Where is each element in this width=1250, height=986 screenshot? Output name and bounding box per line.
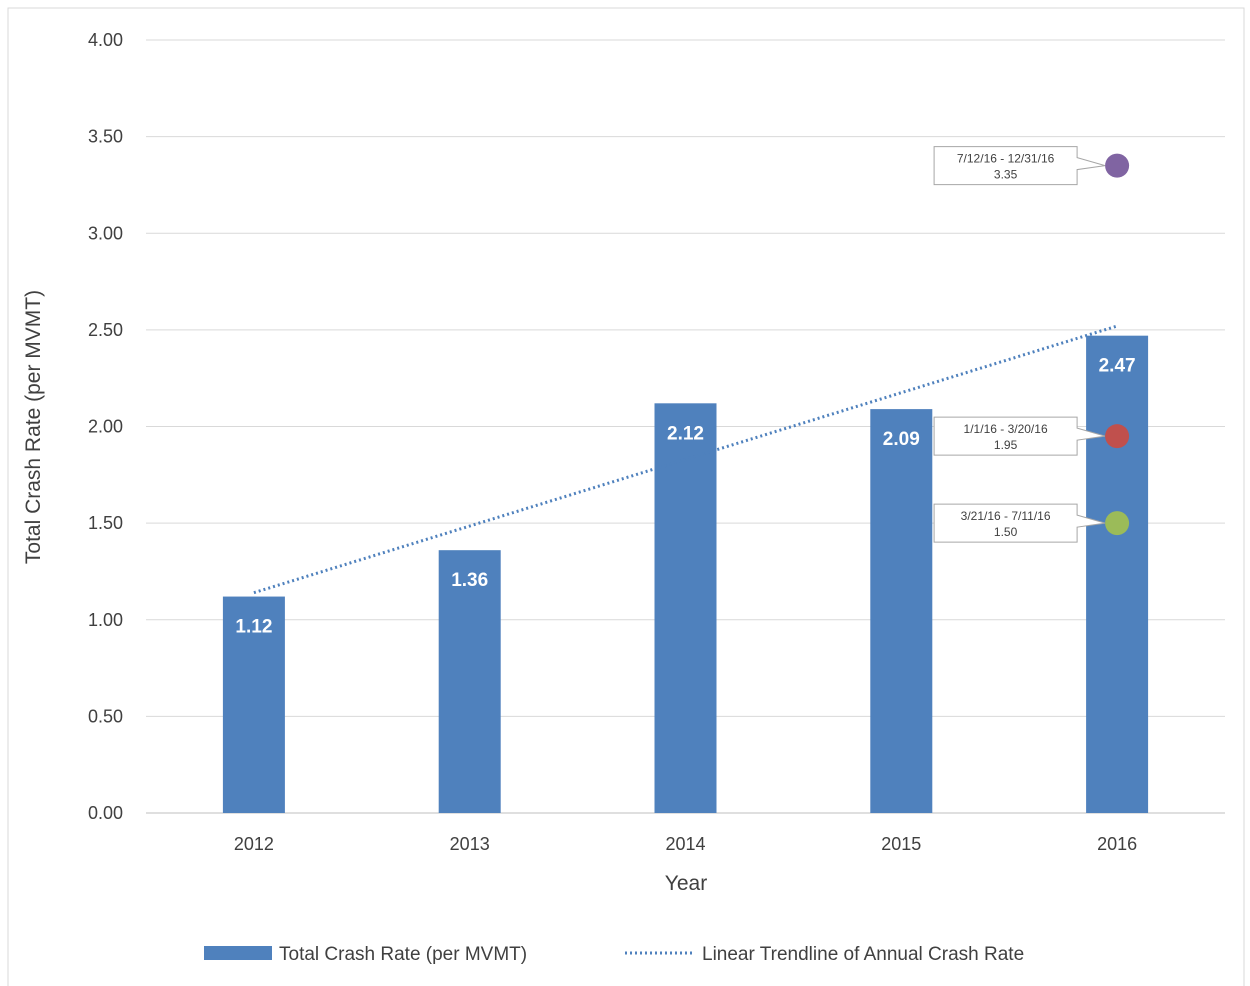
point-callout-value: 1.95 xyxy=(994,438,1018,452)
y-tick-label: 1.00 xyxy=(88,610,123,630)
bars: 1.12 1.36 2.12 2.09 2.47 xyxy=(222,335,1149,813)
axis-ticks: 0.00 0.50 1.00 1.50 2.00 2.50 3.00 3.50 4.00 2012… xyxy=(88,30,1137,854)
point-callout-value: 3.35 xyxy=(994,168,1018,182)
y-axis-title: Total Crash Rate (per MVMT) xyxy=(22,290,45,564)
legend-label-bars: Total Crash Rate (per MVMT) xyxy=(279,944,527,965)
point-callout-period: 7/12/16 - 12/31/16 xyxy=(957,152,1055,166)
trendline-line xyxy=(253,324,1118,595)
legend: Total Crash Rate (per MVMT) Linear Trend… xyxy=(204,944,1024,965)
period-point-marker xyxy=(1105,424,1130,449)
y-tick-label: 1.50 xyxy=(88,513,123,533)
x-tick-label: 2014 xyxy=(665,834,705,854)
x-tick-label: 2013 xyxy=(450,834,490,854)
y-tick-label: 3.50 xyxy=(88,127,123,147)
point-callout-period: 1/1/16 - 3/20/16 xyxy=(964,422,1048,436)
legend-label-trendline: Linear Trendline of Annual Crash Rate xyxy=(702,944,1024,965)
bar xyxy=(870,409,933,813)
y-tick-label: 3.00 xyxy=(88,223,123,243)
x-tick-label: 2012 xyxy=(234,834,274,854)
bar xyxy=(222,596,285,813)
y-tick-label: 4.00 xyxy=(88,30,123,50)
point-callout-box xyxy=(933,416,1106,456)
period-point-marker xyxy=(1105,153,1130,178)
point-callout-period: 3/21/16 - 7/11/16 xyxy=(961,509,1051,523)
period-points: 7/12/16 - 12/31/16 3.35 1/1/16 - 3/20/16 1.… xyxy=(933,146,1130,543)
bar-data-label: 2.09 xyxy=(883,429,920,450)
legend-swatch-bars xyxy=(204,946,272,960)
bar xyxy=(654,403,717,813)
y-tick-label: 2.50 xyxy=(88,320,123,340)
bar-data-label: 2.12 xyxy=(667,423,704,444)
bar xyxy=(1086,335,1149,813)
point-callout-box xyxy=(933,503,1106,543)
bar-data-label: 1.12 xyxy=(235,617,272,638)
trendline xyxy=(253,324,1118,595)
point-callout-box xyxy=(933,146,1106,186)
x-axis-title: Year xyxy=(665,872,707,895)
bar xyxy=(438,550,501,813)
y-tick-label: 2.00 xyxy=(88,417,123,437)
period-point-marker xyxy=(1105,511,1130,536)
x-tick-label: 2016 xyxy=(1097,834,1137,854)
x-tick-label: 2015 xyxy=(881,834,921,854)
y-tick-label: 0.00 xyxy=(88,803,123,823)
point-callout-value: 1.50 xyxy=(994,525,1018,539)
y-tick-label: 0.50 xyxy=(88,706,123,726)
bar-data-label: 2.47 xyxy=(1099,356,1136,377)
bar-data-label: 1.36 xyxy=(451,570,488,591)
